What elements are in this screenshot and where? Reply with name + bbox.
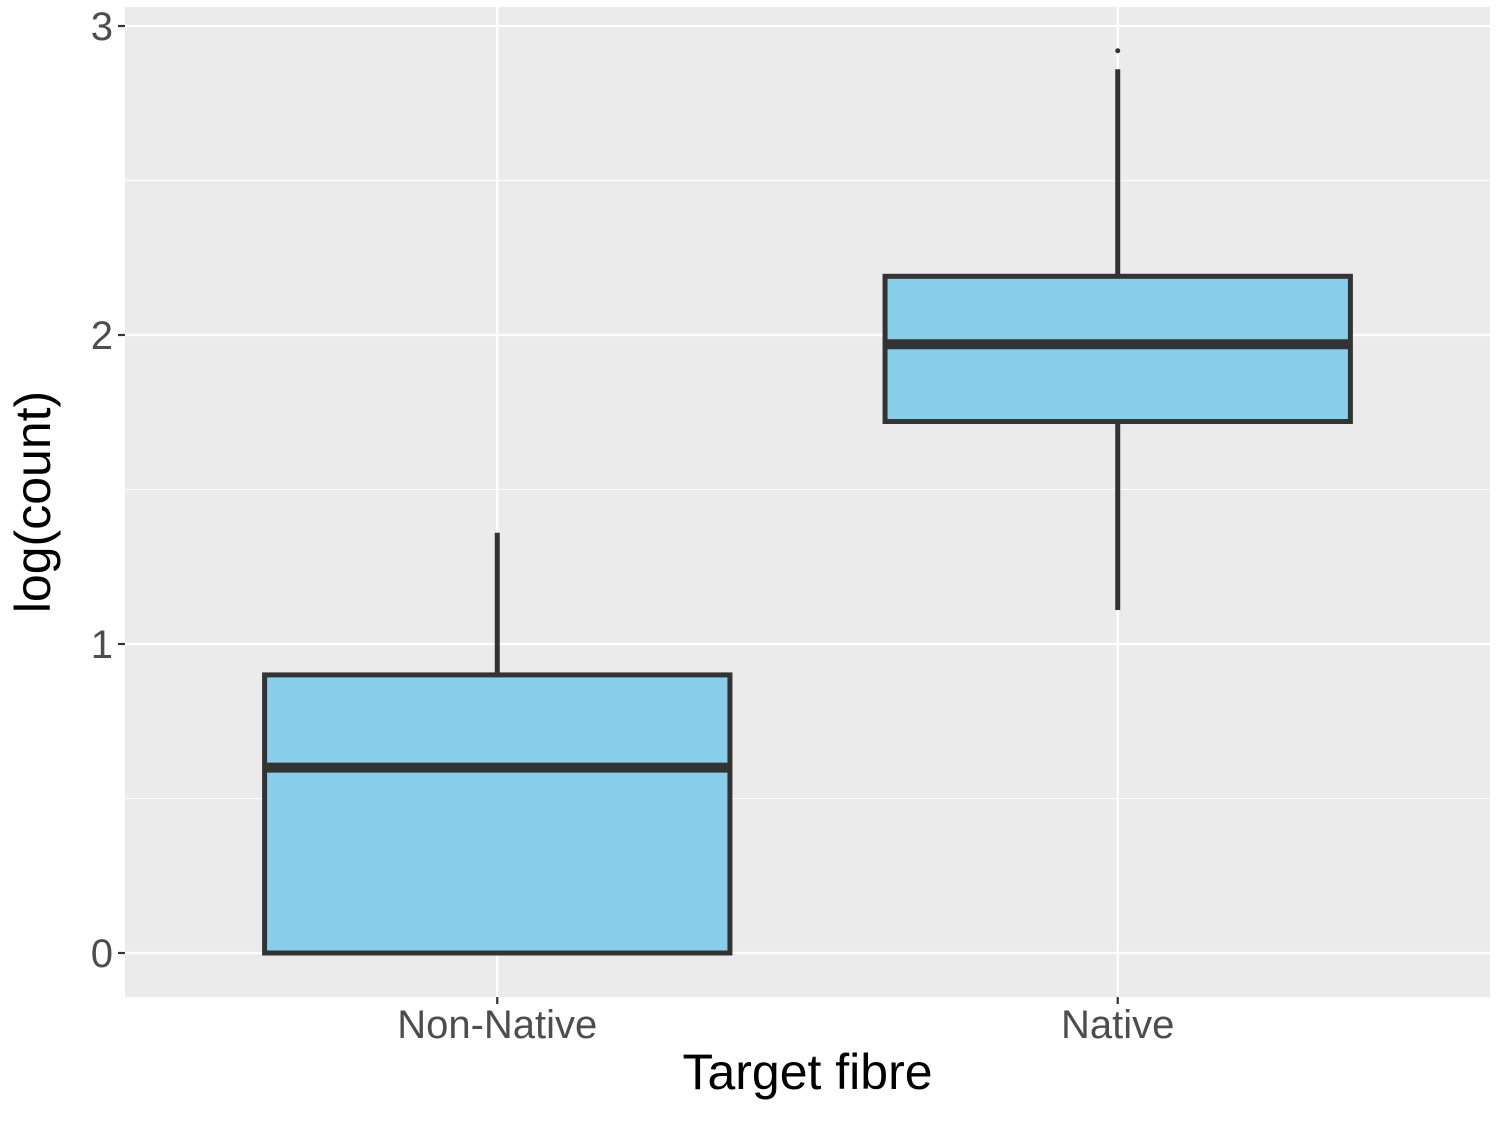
y-tick-label: 2 (91, 314, 113, 358)
y-axis-title: log(count) (5, 391, 61, 613)
y-axis: 0 1 2 3 (91, 5, 125, 976)
box-iqr (262, 672, 733, 956)
boxes (262, 48, 1353, 956)
box-native (882, 48, 1353, 611)
x-axis-title: Target fibre (682, 1044, 932, 1100)
y-tick-label: 1 (91, 623, 113, 667)
outlier-point (1115, 48, 1121, 54)
x-tick-label: Non-Native (397, 1003, 597, 1047)
y-tick-label: 3 (91, 5, 113, 49)
box-non-native (262, 532, 733, 956)
y-tick-label: 0 (91, 932, 113, 976)
x-axis: Non-Native Native (397, 997, 1174, 1047)
x-tick-label: Native (1061, 1003, 1174, 1047)
